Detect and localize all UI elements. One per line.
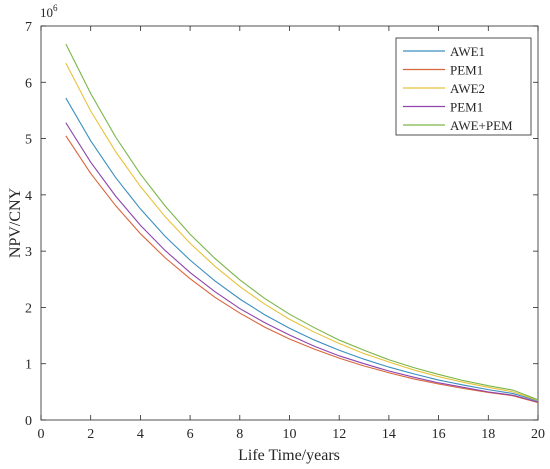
y-scale-factor: 106	[40, 3, 58, 20]
x-tick-label: 8	[236, 427, 243, 442]
x-tick-label: 12	[332, 427, 346, 442]
legend: AWE1 PEM1 AWE2 PEM1 AWE+PEM	[395, 37, 532, 136]
x-tick-label: 6	[187, 427, 194, 442]
y-axis: 0 1 2 3 4 5 6 7	[25, 20, 538, 429]
legend-label-2: PEM1	[450, 63, 483, 78]
y-tick-label: 2	[25, 301, 32, 316]
series-line-3	[65, 62, 539, 401]
x-tick-label: 0	[38, 427, 45, 442]
y-tick-label: 0	[25, 414, 32, 429]
x-tick-label: 16	[432, 427, 446, 442]
x-tick-label: 2	[87, 427, 94, 442]
x-axis-label: Life Time/years	[238, 447, 340, 464]
legend-label-1: AWE1	[450, 44, 485, 59]
series-lines	[65, 43, 539, 404]
series-line-5	[65, 43, 539, 401]
x-tick-label: 4	[137, 427, 144, 442]
x-tick-label: 18	[481, 427, 495, 442]
legend-label-5: AWE+PEM	[450, 118, 513, 133]
x-tick-label: 20	[531, 427, 545, 442]
series-line-2	[65, 135, 539, 404]
y-tick-label: 4	[25, 189, 32, 204]
x-tick-label: 10	[283, 427, 297, 442]
y-axis-label: NPV/CNY	[7, 187, 24, 258]
y-tick-label: 7	[25, 20, 32, 35]
legend-items: AWE1 PEM1 AWE2 PEM1 AWE+PEM	[403, 44, 513, 133]
y-tick-label: 5	[25, 133, 32, 148]
legend-label-3: AWE2	[450, 81, 485, 96]
y-tick-label: 6	[25, 76, 32, 91]
x-tick-label: 14	[382, 427, 396, 442]
series-line-4	[65, 122, 539, 403]
series-line-1	[65, 97, 539, 402]
x-axis: 0 2 4 6 8 10 12 14 16 18 20	[38, 26, 545, 442]
legend-box	[395, 37, 532, 136]
y-tick-label: 1	[25, 358, 32, 373]
y-tick-label: 3	[25, 245, 32, 260]
legend-label-4: PEM1	[450, 100, 483, 115]
